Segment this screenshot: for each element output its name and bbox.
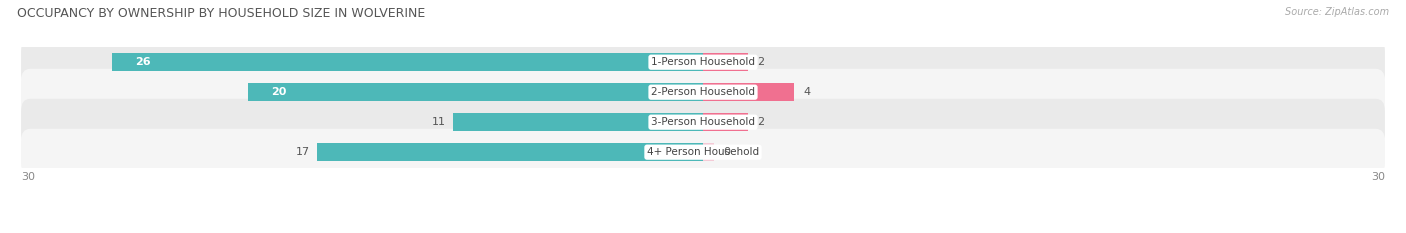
Bar — [316, 143, 703, 161]
Bar — [703, 113, 748, 131]
Text: 2: 2 — [758, 57, 765, 67]
Text: 0: 0 — [724, 147, 731, 157]
Text: 4: 4 — [803, 87, 810, 97]
FancyBboxPatch shape — [21, 99, 1385, 146]
FancyBboxPatch shape — [21, 129, 1385, 175]
Text: 11: 11 — [432, 117, 446, 127]
Bar — [703, 83, 794, 102]
Text: 17: 17 — [295, 147, 309, 157]
Text: 1-Person Household: 1-Person Household — [651, 57, 755, 67]
Text: 26: 26 — [135, 57, 150, 67]
Text: 30: 30 — [1371, 172, 1385, 182]
FancyBboxPatch shape — [21, 39, 1385, 86]
Text: 2: 2 — [758, 117, 765, 127]
Bar — [703, 143, 714, 161]
Text: 30: 30 — [21, 172, 35, 182]
Bar — [703, 53, 748, 72]
Text: Source: ZipAtlas.com: Source: ZipAtlas.com — [1285, 7, 1389, 17]
Text: 2-Person Household: 2-Person Household — [651, 87, 755, 97]
Bar — [112, 53, 703, 72]
Text: 3-Person Household: 3-Person Household — [651, 117, 755, 127]
Text: OCCUPANCY BY OWNERSHIP BY HOUSEHOLD SIZE IN WOLVERINE: OCCUPANCY BY OWNERSHIP BY HOUSEHOLD SIZE… — [17, 7, 425, 20]
Bar — [249, 83, 703, 102]
Bar — [453, 113, 703, 131]
FancyBboxPatch shape — [21, 69, 1385, 116]
Text: 20: 20 — [271, 87, 287, 97]
Text: 4+ Person Household: 4+ Person Household — [647, 147, 759, 157]
